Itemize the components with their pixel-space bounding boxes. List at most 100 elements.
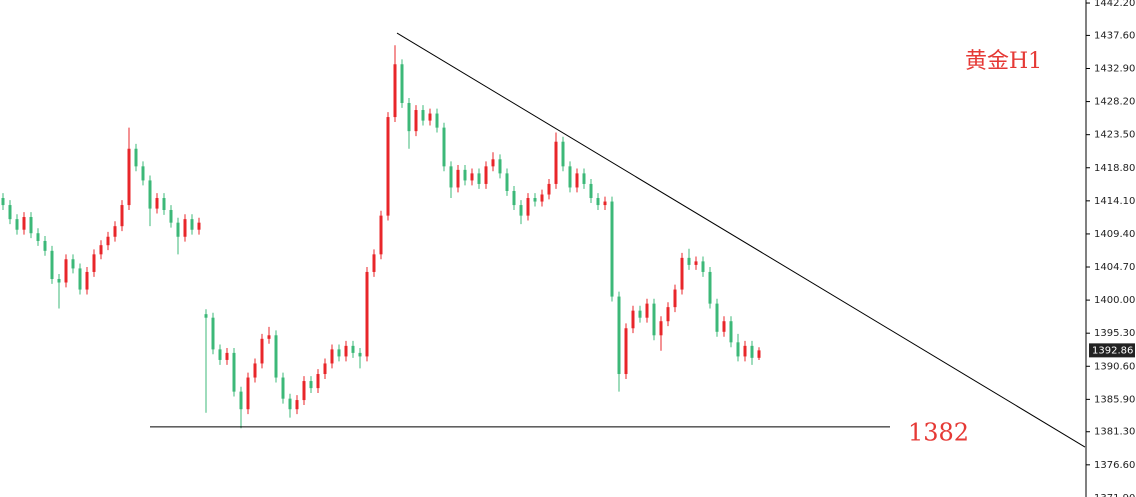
candle-body bbox=[337, 349, 341, 357]
candle-body bbox=[610, 201, 614, 297]
candle-body bbox=[414, 110, 418, 132]
price-tag-label: 1392.86 bbox=[1092, 345, 1133, 356]
candle-body bbox=[372, 254, 376, 272]
y-tick-label: 1409.40 bbox=[1094, 229, 1135, 240]
candle-body bbox=[78, 268, 82, 290]
candle-body bbox=[449, 166, 453, 188]
candle-body bbox=[43, 240, 47, 251]
candle-body bbox=[36, 233, 40, 241]
candle-body bbox=[575, 173, 579, 188]
candle-body bbox=[141, 166, 145, 181]
candle-body bbox=[421, 110, 425, 121]
candle-body bbox=[183, 219, 187, 237]
candle-body bbox=[477, 173, 481, 184]
y-tick-label: 1385.90 bbox=[1094, 394, 1135, 405]
candle-body bbox=[29, 217, 33, 234]
candle-body bbox=[582, 173, 586, 184]
y-tick-label: 1432.90 bbox=[1094, 63, 1135, 74]
chart-title: 黄金H1 bbox=[965, 49, 1042, 74]
candle-body bbox=[344, 345, 348, 357]
y-tick-label: 1404.70 bbox=[1094, 262, 1135, 273]
price-tag bbox=[1089, 343, 1135, 358]
candle-body bbox=[526, 198, 530, 216]
candle-body bbox=[589, 183, 593, 199]
candle-body bbox=[309, 381, 313, 389]
candle-body bbox=[463, 169, 467, 181]
candle-body bbox=[393, 64, 397, 118]
y-tick-label: 1428.20 bbox=[1094, 97, 1135, 108]
candle-body bbox=[512, 190, 516, 206]
candle-body bbox=[624, 328, 628, 375]
candle-body bbox=[533, 198, 537, 202]
candle-body bbox=[169, 209, 173, 223]
y-tick-label: 1414.10 bbox=[1094, 196, 1135, 207]
candle-body bbox=[456, 169, 460, 188]
candle-body bbox=[505, 173, 509, 191]
y-tick-label: 1423.50 bbox=[1094, 130, 1135, 141]
candle-body bbox=[687, 257, 691, 265]
candle-body bbox=[99, 245, 103, 255]
candle-body bbox=[442, 127, 446, 167]
candle-body bbox=[211, 317, 215, 350]
candle-body bbox=[288, 398, 292, 410]
candle-body bbox=[190, 219, 194, 230]
candle-body bbox=[722, 321, 726, 332]
candle-body bbox=[596, 198, 600, 206]
candle-body bbox=[652, 303, 656, 336]
candle-body bbox=[379, 215, 383, 255]
candle-body bbox=[71, 259, 75, 269]
candle-body bbox=[134, 148, 138, 167]
y-tick-label: 1395.30 bbox=[1094, 328, 1135, 339]
y-tick-label: 1442.20 bbox=[1094, 0, 1135, 9]
candle-body bbox=[386, 117, 390, 216]
candle-body bbox=[232, 352, 236, 392]
y-tick-label: 1390.60 bbox=[1094, 361, 1135, 372]
candle-body bbox=[8, 205, 12, 220]
candle-body bbox=[540, 194, 544, 202]
candle-body bbox=[57, 278, 61, 283]
candle-body bbox=[323, 363, 327, 375]
candle-body bbox=[1, 198, 5, 206]
candle-body bbox=[561, 141, 565, 167]
candle-body bbox=[554, 141, 558, 184]
candle-body bbox=[127, 148, 131, 206]
candle-body bbox=[659, 321, 663, 336]
candle-body bbox=[729, 321, 733, 343]
candle-body bbox=[680, 257, 684, 290]
candle-body bbox=[302, 381, 306, 401]
candle-body bbox=[603, 201, 607, 206]
candle-body bbox=[435, 113, 439, 128]
candle-body bbox=[491, 159, 495, 167]
candle-body bbox=[519, 205, 523, 216]
y-tick-label: 1376.60 bbox=[1094, 460, 1135, 471]
candle-body bbox=[757, 350, 761, 358]
candle-body bbox=[106, 236, 110, 246]
candle-body bbox=[225, 352, 229, 360]
candle-body bbox=[750, 345, 754, 358]
candle-body bbox=[470, 173, 474, 181]
candle-body bbox=[666, 307, 670, 322]
candle-body bbox=[197, 222, 201, 230]
candle-body bbox=[743, 345, 747, 357]
candle-body bbox=[736, 342, 740, 357]
candle-body bbox=[162, 198, 166, 210]
candle-body bbox=[148, 180, 152, 209]
candle-body bbox=[407, 102, 411, 132]
candle-body bbox=[85, 271, 89, 290]
candle-body bbox=[120, 205, 124, 227]
candle-body bbox=[484, 166, 488, 184]
candle-body bbox=[22, 217, 26, 230]
candle-body bbox=[155, 198, 159, 209]
candle-body bbox=[330, 349, 334, 364]
candle-body bbox=[547, 183, 551, 195]
candle-body bbox=[631, 310, 635, 329]
candle-body bbox=[316, 374, 320, 389]
candle-body bbox=[218, 349, 222, 360]
candle-body bbox=[176, 222, 180, 237]
candle-body bbox=[113, 226, 117, 237]
candle-body bbox=[15, 219, 19, 230]
candle-body bbox=[498, 159, 502, 174]
candle-body bbox=[701, 261, 705, 272]
trendline bbox=[396, 32, 1086, 448]
